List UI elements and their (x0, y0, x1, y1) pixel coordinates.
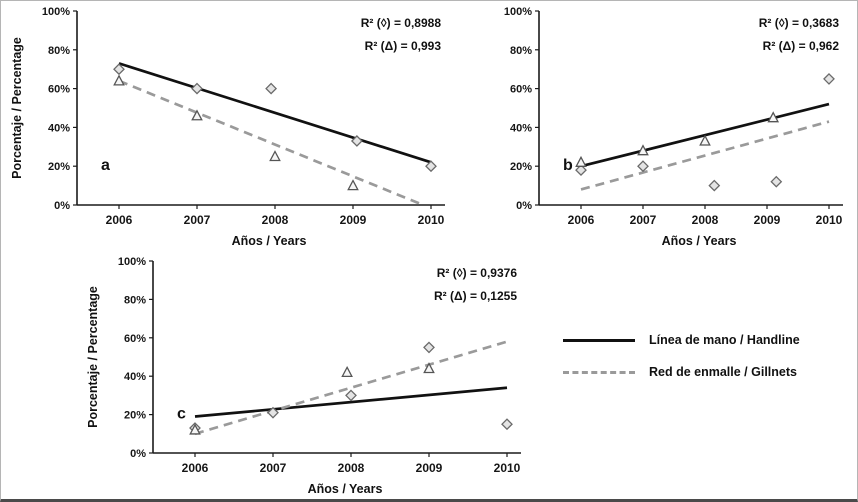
handline-line-sample (563, 338, 635, 342)
r2-annotation: R² (◊) = 0,3683 (759, 16, 840, 30)
y-tick-label: 60% (510, 84, 532, 96)
trend-line-gillnets (580, 120, 830, 191)
x-tick-label: 2006 (182, 461, 209, 475)
x-tick-label: 2009 (416, 461, 443, 475)
triangle-marker (113, 74, 125, 86)
y-tick-label: 0% (130, 448, 146, 460)
triangle-marker (575, 155, 587, 167)
triangle-marker (189, 423, 201, 435)
panel-letter: c (177, 405, 186, 422)
x-tick-label: 2010 (494, 461, 521, 475)
y-tick-label: 0% (516, 200, 532, 212)
trend-line-handline (118, 62, 432, 164)
y-tick-label: 0% (54, 200, 70, 212)
x-tick-label: 2008 (692, 213, 719, 227)
r2-annotation: R² (◊) = 0,8988 (361, 16, 442, 30)
trend-line-gillnets (118, 79, 424, 207)
legend-item-gillnets: Red de enmalle / Gillnets (563, 365, 853, 379)
diamond-marker (708, 179, 721, 192)
y-axis-label: Porcentaje / Percentage (10, 37, 24, 179)
triangle-marker (699, 134, 711, 146)
triangle-marker (269, 150, 281, 162)
x-tick-label: 2007 (630, 213, 657, 227)
panel-a: 0% 20% 40% 60% 80% 100% 2006 2007 2008 2009 2010 Po… (7, 3, 457, 251)
triangle-marker (637, 144, 649, 156)
diamond-marker (501, 418, 513, 431)
y-tick-label: 60% (124, 333, 146, 345)
triangle-marker (767, 111, 780, 123)
x-tick-label: 2007 (184, 213, 211, 227)
diamond-marker (265, 82, 278, 95)
diamond-marker (350, 135, 363, 147)
chart-b-svg: 0% 20% 40% 60% 80% 100% 2006 2007 2008 2009 2010 Añ… (504, 6, 843, 248)
x-tick-label: 2009 (340, 213, 367, 227)
chart-c-svg: 0% 20% 40% 60% 80% 100% 2006 2007 2008 2009 2010 Po… (86, 256, 521, 496)
diamond-marker (823, 72, 835, 85)
y-tick-label: 80% (48, 45, 70, 57)
r2-annotation: R² (Δ) = 0,993 (365, 39, 442, 53)
chart-a-svg: 0% 20% 40% 60% 80% 100% 2006 2007 2008 2009 2010 Po… (10, 6, 445, 248)
diamond-marker (770, 175, 783, 188)
r2-annotation: R² (Δ) = 0,962 (763, 39, 840, 53)
x-tick-label: 2006 (568, 213, 595, 227)
x-axis-label: Años / Years (308, 482, 383, 496)
y-tick-label: 100% (118, 256, 146, 268)
x-tick-label: 2006 (106, 213, 133, 227)
y-tick-label: 60% (48, 84, 70, 96)
triangle-marker (191, 109, 203, 121)
y-tick-label: 20% (48, 161, 70, 173)
y-tick-label: 100% (504, 6, 532, 18)
x-axis-label: Años / Years (232, 234, 307, 248)
y-tick-label: 80% (124, 294, 146, 306)
y-tick-label: 20% (124, 410, 146, 422)
triangle-marker (423, 362, 435, 374)
panel-b: 0% 20% 40% 60% 80% 100% 2006 2007 2008 2009 2010 Añ… (469, 3, 855, 251)
x-tick-label: 2010 (418, 213, 445, 227)
diamond-marker (191, 82, 203, 95)
diamond-marker (637, 160, 649, 173)
legend: Línea de mano / Handline Red de enmalle … (563, 333, 853, 397)
y-tick-label: 20% (510, 161, 532, 173)
x-tick-label: 2008 (338, 461, 365, 475)
x-axis-label: Años / Years (662, 234, 737, 248)
y-tick-label: 80% (510, 45, 532, 57)
r2-annotation: R² (◊) = 0,9376 (437, 266, 518, 280)
triangle-marker (347, 179, 359, 191)
legend-label-gillnets: Red de enmalle / Gillnets (649, 365, 797, 379)
diamond-marker (113, 63, 125, 76)
x-tick-label: 2007 (260, 461, 287, 475)
trend-line-gillnets (194, 340, 508, 436)
y-tick-label: 40% (510, 122, 532, 134)
legend-label-handline: Línea de mano / Handline (649, 333, 800, 347)
x-tick-label: 2010 (816, 213, 843, 227)
diamond-marker (575, 164, 587, 176)
y-tick-label: 100% (42, 6, 70, 18)
diamond-marker (267, 406, 279, 419)
y-axis-label: Porcentaje / Percentage (86, 286, 100, 428)
x-tick-label: 2008 (262, 213, 289, 227)
panel-letter: b (563, 157, 573, 174)
x-tick-label: 2009 (754, 213, 781, 227)
diamond-marker (425, 160, 437, 173)
y-tick-label: 40% (48, 122, 70, 134)
trend-line-handline (194, 386, 508, 418)
y-tick-label: 40% (124, 371, 146, 383)
legend-item-handline: Línea de mano / Handline (563, 333, 853, 347)
panel-c: 0% 20% 40% 60% 80% 100% 2006 2007 2008 2009 2010 Po… (83, 253, 533, 499)
triangle-marker (341, 365, 353, 378)
diamond-marker (423, 341, 435, 354)
diamond-marker (345, 389, 357, 402)
panel-letter: a (101, 157, 110, 174)
r2-annotation: R² (Δ) = 0,1255 (434, 289, 517, 303)
gillnets-line-sample (563, 370, 635, 374)
